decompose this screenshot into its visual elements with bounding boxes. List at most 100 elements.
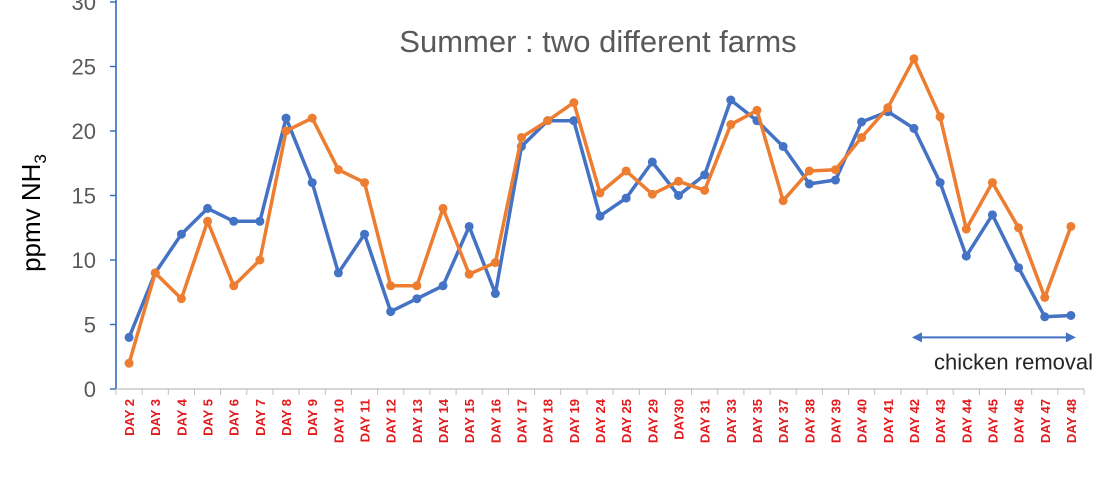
axes: 0 5 10 15 20 25 30 DAY 2 DAY 3 DAY 4 DAY 5 DAY 6 DAY… — [72, 0, 1085, 443]
data-point — [360, 229, 370, 239]
x-tick-label: DAY 37 — [776, 399, 791, 443]
x-tick-label: DAY 35 — [750, 399, 765, 443]
data-point — [830, 165, 840, 175]
x-tick-label: DAY 38 — [802, 399, 817, 443]
data-point — [255, 255, 265, 265]
x-tick-label: DAY 41 — [881, 399, 896, 443]
data-point — [229, 281, 239, 291]
x-tick-label: DAY 46 — [1012, 399, 1027, 443]
x-tick-label: DAY 3 — [148, 399, 163, 436]
data-point — [124, 332, 134, 342]
data-point — [176, 229, 186, 239]
data-point — [647, 157, 657, 167]
data-point — [647, 189, 657, 199]
x-tick-label: DAY 33 — [724, 399, 739, 443]
data-point — [517, 132, 527, 142]
arrow-head-right — [1065, 332, 1076, 343]
y-axis-label-main: ppmv NH — [16, 164, 46, 272]
data-point — [673, 191, 683, 200]
data-point — [333, 165, 343, 175]
data-point — [935, 112, 945, 122]
data-point — [909, 54, 919, 64]
chicken-removal-annotation: chicken removal — [934, 349, 1093, 374]
data-point — [281, 113, 291, 123]
y-tick-label: 0 — [84, 377, 96, 402]
data-point — [673, 176, 683, 186]
data-point — [804, 166, 814, 176]
y-tick-label: 5 — [84, 313, 96, 338]
data-point — [464, 221, 474, 231]
x-tick-label: DAY30 — [671, 399, 686, 440]
x-tick-label: DAY 39 — [828, 399, 843, 443]
data-point — [1066, 221, 1076, 231]
data-point — [621, 193, 631, 203]
x-tick-label: DAY 5 — [201, 399, 216, 436]
data-point — [778, 196, 788, 206]
data-point — [1040, 312, 1050, 322]
data-point — [307, 113, 317, 123]
data-point — [176, 294, 186, 304]
y-tick-label: 10 — [72, 248, 96, 273]
data-point — [752, 105, 762, 115]
data-point — [830, 175, 840, 185]
x-tick-label: DAY 14 — [436, 398, 451, 443]
y-tick-label: 20 — [72, 119, 96, 144]
data-point — [1014, 223, 1024, 233]
x-tick-label: DAY 19 — [567, 399, 582, 443]
x-tick-label: DAY 47 — [1038, 399, 1053, 443]
series-2 — [124, 54, 1076, 368]
y-tick-label: 25 — [72, 55, 96, 80]
x-tick-label: DAY 40 — [855, 399, 870, 443]
data-point — [1014, 263, 1024, 273]
data-point — [569, 98, 579, 108]
data-point — [438, 203, 448, 213]
data-point — [726, 95, 736, 105]
data-point — [595, 211, 605, 221]
data-point — [307, 178, 317, 188]
arrow-head-left — [911, 332, 922, 343]
data-point — [987, 210, 997, 220]
data-point — [987, 178, 997, 188]
data-point — [203, 203, 213, 213]
data-point — [883, 103, 893, 113]
data-point — [621, 166, 631, 176]
x-tick-label: DAY 44 — [959, 398, 974, 443]
data-point — [543, 116, 553, 126]
x-tick-label: DAY 18 — [541, 399, 556, 443]
data-point — [726, 120, 736, 130]
data-point — [595, 188, 605, 198]
chart-title: Summer : two different farms — [399, 24, 796, 59]
data-point — [778, 141, 788, 151]
x-tick-label: DAY 8 — [279, 399, 294, 436]
y-tick-label: 15 — [72, 184, 96, 209]
data-point — [700, 185, 710, 195]
data-point — [935, 178, 945, 188]
y-tick-label: 30 — [72, 0, 96, 15]
data-point — [412, 281, 422, 291]
annotation-layer: chicken removal — [911, 332, 1093, 374]
data-point — [490, 289, 500, 299]
data-point — [438, 281, 448, 291]
data-point — [255, 216, 265, 226]
x-tick-label: DAY 48 — [1064, 399, 1079, 443]
x-tick-label: DAY 11 — [358, 399, 373, 442]
data-point — [386, 307, 396, 317]
data-point — [857, 132, 867, 142]
x-tick-label: DAY 6 — [227, 399, 242, 436]
y-axis-label-subscript: 3 — [31, 154, 50, 163]
x-tick-label: DAY 45 — [985, 399, 1000, 443]
data-point — [281, 126, 291, 136]
x-tick-label: DAY 2 — [122, 399, 137, 436]
x-tick-label: DAY 12 — [384, 399, 399, 443]
x-tick-label: DAY 24 — [593, 398, 608, 443]
x-tick-label: DAY 31 — [698, 399, 713, 443]
data-point — [150, 268, 160, 278]
y-axis-label: ppmv NH3 — [16, 154, 50, 272]
data-point — [961, 251, 971, 261]
x-tick-label: DAY 4 — [174, 398, 189, 436]
x-tick-label: DAY 15 — [462, 399, 477, 443]
data-point — [124, 358, 134, 368]
x-tick-label: DAY 29 — [645, 399, 660, 443]
data-point — [464, 269, 474, 279]
